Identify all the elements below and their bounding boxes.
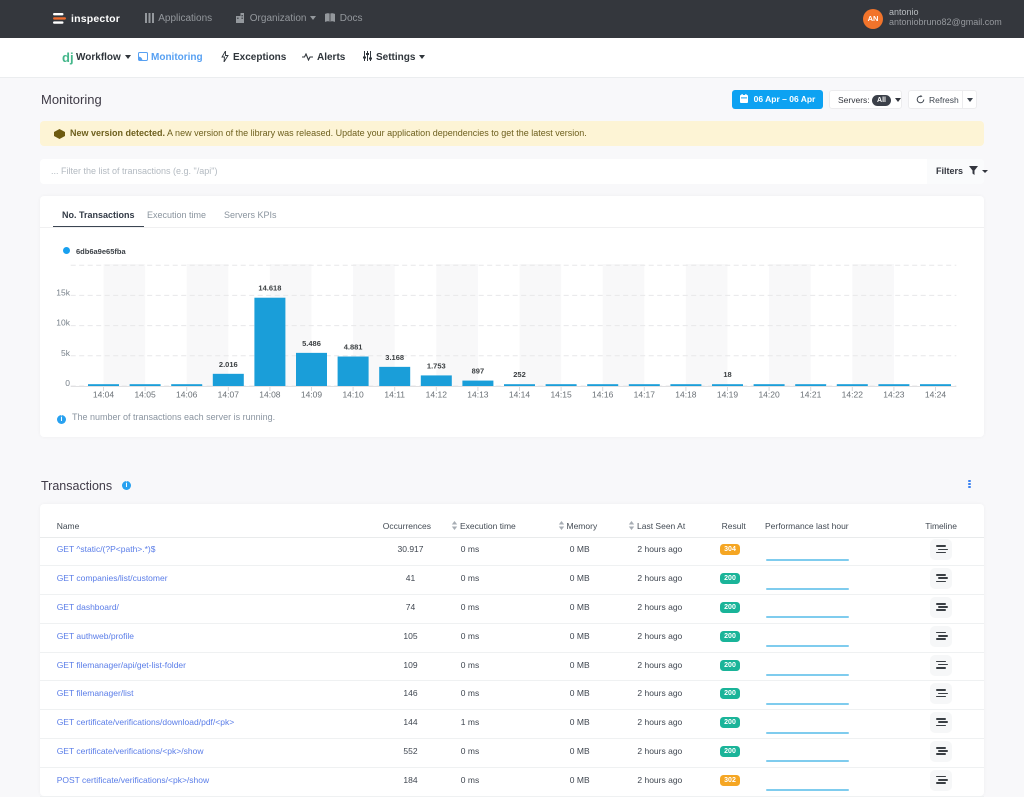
svg-text:14:20: 14:20 <box>758 390 780 400</box>
svg-text:14:13: 14:13 <box>467 390 489 400</box>
svg-text:14:06: 14:06 <box>176 390 198 400</box>
svg-text:14:09: 14:09 <box>301 390 323 400</box>
svg-text:2.016: 2.016 <box>219 360 238 369</box>
svg-text:14:15: 14:15 <box>550 390 572 400</box>
svg-text:18: 18 <box>723 370 731 379</box>
svg-text:14:08: 14:08 <box>259 390 281 400</box>
svg-text:5k: 5k <box>61 348 71 358</box>
svg-text:14:16: 14:16 <box>592 390 614 400</box>
svg-text:14:17: 14:17 <box>634 390 656 400</box>
svg-text:14:11: 14:11 <box>384 390 405 400</box>
svg-text:4.881: 4.881 <box>344 343 363 352</box>
svg-text:252: 252 <box>513 370 526 379</box>
svg-text:5.486: 5.486 <box>302 339 321 348</box>
svg-text:14:22: 14:22 <box>842 390 864 400</box>
svg-text:14:21: 14:21 <box>800 390 822 400</box>
svg-text:14:07: 14:07 <box>218 390 240 400</box>
svg-text:10k: 10k <box>56 318 70 328</box>
svg-text:14:23: 14:23 <box>883 390 905 400</box>
svg-text:14:10: 14:10 <box>342 390 364 400</box>
svg-text:14:12: 14:12 <box>426 390 448 400</box>
svg-text:14:24: 14:24 <box>925 390 947 400</box>
svg-text:897: 897 <box>472 367 485 376</box>
svg-text:14:14: 14:14 <box>509 390 531 400</box>
svg-text:14:18: 14:18 <box>675 390 697 400</box>
svg-text:14:05: 14:05 <box>134 390 156 400</box>
svg-text:14:04: 14:04 <box>93 390 115 400</box>
svg-text:14:19: 14:19 <box>717 390 739 400</box>
svg-text:3.168: 3.168 <box>385 353 404 362</box>
svg-text:14.618: 14.618 <box>258 284 281 293</box>
svg-text:1.753: 1.753 <box>427 361 446 370</box>
svg-text:0: 0 <box>65 378 70 388</box>
svg-text:15k: 15k <box>56 287 70 297</box>
